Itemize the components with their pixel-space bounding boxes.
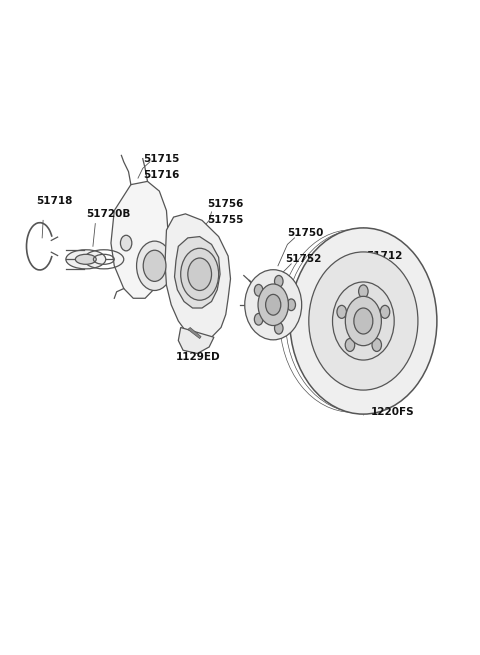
Circle shape (345, 296, 382, 346)
Text: 1220FS: 1220FS (371, 407, 414, 417)
Circle shape (254, 314, 263, 325)
Circle shape (265, 294, 281, 315)
Circle shape (137, 241, 173, 290)
Circle shape (275, 276, 283, 287)
Polygon shape (179, 328, 214, 354)
Circle shape (254, 284, 263, 296)
Ellipse shape (309, 252, 418, 390)
Ellipse shape (66, 250, 106, 269)
Text: 51712: 51712 (366, 251, 402, 261)
Circle shape (258, 284, 288, 326)
Text: 51755: 51755 (207, 215, 243, 225)
Circle shape (359, 285, 368, 298)
Circle shape (372, 339, 382, 352)
Text: 51756: 51756 (207, 199, 243, 209)
Circle shape (345, 339, 355, 352)
Text: 51718: 51718 (36, 196, 72, 206)
Circle shape (380, 305, 390, 318)
Text: 51716: 51716 (143, 170, 179, 180)
Circle shape (120, 235, 132, 251)
Circle shape (188, 258, 212, 290)
Text: 51715: 51715 (143, 154, 179, 164)
Text: 51720B: 51720B (86, 209, 130, 219)
Polygon shape (188, 328, 201, 339)
Text: 1129ED: 1129ED (176, 352, 221, 362)
Text: 51752: 51752 (285, 254, 322, 265)
Circle shape (287, 299, 296, 310)
Circle shape (180, 248, 219, 300)
Ellipse shape (75, 254, 96, 265)
Ellipse shape (290, 228, 437, 414)
Polygon shape (175, 236, 220, 308)
Circle shape (143, 250, 166, 282)
Ellipse shape (333, 282, 394, 360)
Polygon shape (165, 214, 230, 341)
Ellipse shape (245, 270, 301, 340)
Text: 51750: 51750 (288, 229, 324, 238)
Polygon shape (111, 181, 169, 298)
Circle shape (354, 308, 373, 334)
Circle shape (337, 305, 347, 318)
Circle shape (275, 322, 283, 334)
